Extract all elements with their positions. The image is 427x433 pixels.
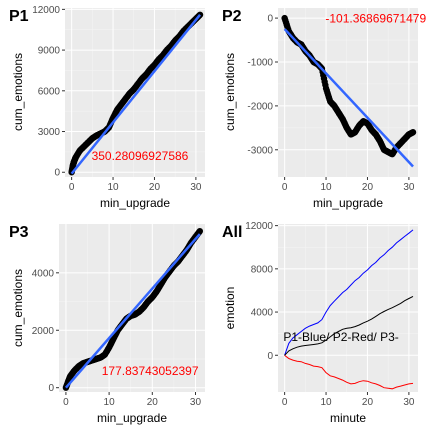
x-tick-label: 10 [320,182,332,193]
x-tick-label: 30 [403,182,415,193]
panel-tag: P3 [9,224,29,241]
x-tick-label: 0 [282,397,288,408]
panel-tag: P1 [9,8,29,25]
annotation-text: 177.83743052397 [102,364,199,378]
y-tick-label: 0 [267,14,273,25]
y-tick-label: 8000 [251,264,274,275]
x-tick-label: 30 [190,397,202,408]
panel-background [278,224,418,392]
x-tick-label: 10 [320,397,332,408]
series-line [284,295,414,356]
annotation-text: 350.28096927586 [92,149,189,163]
y-tick-label: 12000 [32,5,60,16]
y-tick-label: -3000 [247,145,273,156]
y-axis-title: cum_emotions [11,53,25,131]
panel-p3: 0 10 20 30 0 2000 4000 177.83743052397 min_upgra… [9,224,205,425]
y-axis-title: cum_emotions [223,53,237,131]
regression-line [70,14,202,175]
x-axis-title: min_upgrade [100,196,170,210]
x-tick-label: 20 [147,397,159,408]
data-layer [281,14,417,168]
y-tick-label: 0 [267,351,273,362]
x-axis-title: min_upgrade [97,411,167,425]
y-tick-label: 6000 [38,86,61,97]
x-tick-label: 20 [362,182,374,193]
x-tick-label: 0 [63,397,69,408]
data-layer [62,227,204,391]
y-tick-label: 0 [54,168,60,179]
y-axis-title: cum_emotions [11,269,25,347]
panel-tag: P2 [222,8,242,25]
x-axis-title: minute [330,411,366,425]
data-point [196,227,204,235]
y-tick-label: 4000 [32,268,55,279]
regression-line [283,28,414,168]
panel-tag: All [222,224,242,241]
y-tick-label: 2000 [32,326,55,337]
data-layer [284,229,414,390]
annotation-text: -101.36869671479 [325,11,426,25]
x-tick-label: 10 [107,182,119,193]
panel-p2: 0 10 20 30 0 -1000 -2000 -3000 -101.36869671479 m… [222,8,426,210]
x-tick-label: 30 [190,182,202,193]
x-tick-label: 0 [282,182,288,193]
y-tick-label: 9000 [38,46,61,57]
x-axis-title: min_upgrade [313,196,383,210]
y-axis-title: emotion [223,287,237,330]
y-tick-label: -1000 [247,57,273,68]
x-tick-label: 10 [104,397,116,408]
x-tick-label: 20 [362,397,374,408]
y-tick-label: 0 [48,383,54,394]
y-tick-label: 3000 [38,127,61,138]
y-tick-label: -2000 [247,101,273,112]
data-point [409,129,417,136]
panel-p1: 0 10 20 30 0 3000 6000 9000 12000 350.28096927586… [9,5,205,210]
series-line [284,229,414,356]
panel-all: 0 10 20 30 0 4000 8000 12000 P1-Blue/ P2-Red/ P3… [222,221,418,425]
data-layer [68,11,204,176]
y-tick-label: 4000 [251,308,274,319]
x-tick-label: 30 [403,397,415,408]
series-line [284,354,414,390]
annotation-text: P1-Blue/ P2-Red/ P3- [283,330,398,344]
x-tick-label: 0 [69,182,75,193]
regression-line [64,233,201,389]
y-tick-label: 12000 [245,221,273,232]
x-tick-label: 20 [149,182,161,193]
